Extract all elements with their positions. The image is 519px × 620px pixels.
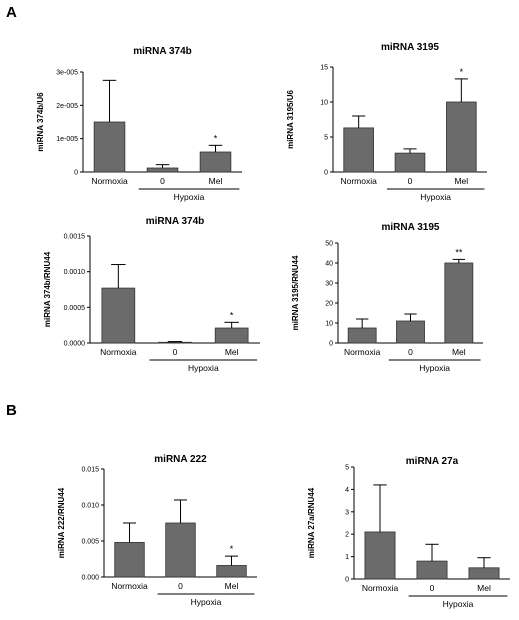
- x-tick-label: Normoxia: [340, 176, 377, 186]
- y-tick-label: 0.0000: [64, 341, 86, 348]
- chart-panel-5: miRNA 222 miRNA 222/RNU44 0.000 0.005 0.010 0…: [57, 454, 257, 607]
- y-tick-label: 0.015: [81, 467, 99, 474]
- significance-marker: **: [455, 247, 463, 257]
- bar: [146, 167, 179, 173]
- bar: [347, 327, 377, 344]
- chart-title: miRNA 27a: [406, 456, 459, 467]
- chart-title: miRNA 3195: [381, 42, 439, 53]
- bar: [343, 127, 374, 173]
- y-tick-label: 40: [325, 261, 333, 268]
- group-label: Hypoxia: [419, 363, 450, 373]
- y-tick-label: 0.0005: [64, 305, 86, 312]
- y-tick-label: 10: [320, 100, 328, 107]
- y-tick-label: 3: [345, 509, 349, 516]
- y-tick-label: 0.010: [81, 503, 99, 510]
- x-tick-label: 0: [160, 176, 165, 186]
- bar: [214, 327, 249, 344]
- bar: [364, 531, 396, 580]
- chart-panel-4: miRNA 3195 miRNA 3195/RNU44 0 10 20 30 40 50 Nor…: [291, 222, 483, 373]
- y-tick-label: 0.000: [81, 575, 99, 582]
- bar: [416, 560, 448, 580]
- bar: [216, 565, 247, 578]
- bar: [199, 151, 232, 173]
- y-tick-label: 0: [329, 341, 333, 348]
- x-tick-label: Normoxia: [91, 176, 128, 186]
- y-tick-label: 3e-005: [56, 70, 78, 77]
- group-label: Hypoxia: [420, 192, 451, 202]
- y-axis-label: miRNA 374b/RNU44: [43, 251, 52, 327]
- x-tick-label: Mel: [477, 583, 491, 593]
- x-tick-label: Normoxia: [111, 581, 148, 591]
- group-label: Hypoxia: [174, 192, 205, 202]
- x-tick-label: Mel: [225, 581, 239, 591]
- bar: [468, 567, 500, 580]
- bar: [396, 320, 425, 344]
- y-tick-label: 1: [345, 554, 349, 561]
- y-tick-label: 50: [325, 241, 333, 248]
- group-label: Hypoxia: [443, 599, 474, 609]
- bar: [158, 341, 192, 344]
- x-tick-label: Mel: [225, 347, 239, 357]
- bar: [101, 287, 136, 344]
- y-axis-label: miRNA 3195/RNU44: [291, 255, 300, 330]
- x-tick-label: 0: [408, 347, 413, 357]
- bar: [114, 542, 145, 578]
- y-tick-label: 10: [325, 321, 333, 328]
- y-tick-label: 2: [345, 532, 349, 539]
- y-axis-label: miRNA 27a/RNU44: [307, 487, 316, 558]
- y-axis-label: miRNA 3195/U6: [286, 90, 295, 149]
- y-tick-label: 1e-005: [56, 136, 78, 143]
- chart-panel-6: miRNA 27a miRNA 27a/RNU44 0 1 2 3 4 5 Normoxia 0 M…: [307, 456, 510, 609]
- x-tick-label: Normoxia: [362, 583, 399, 593]
- y-tick-label: 4: [345, 487, 349, 494]
- group-label: Hypoxia: [188, 363, 219, 373]
- y-tick-label: 0: [345, 577, 349, 584]
- x-tick-label: 0: [408, 176, 413, 186]
- x-tick-label: Normoxia: [344, 347, 381, 357]
- bar: [165, 522, 196, 578]
- significance-marker: *: [460, 67, 464, 77]
- chart-title: miRNA 222: [154, 454, 207, 465]
- chart-panel-1: miRNA 374b miRNA 374b/U6 0 1e-005 2e-005 3e-0…: [36, 46, 242, 202]
- x-tick-label: 0: [178, 581, 183, 591]
- panel-letter-b: B: [6, 402, 17, 419]
- chart-title: miRNA 374b: [133, 46, 192, 57]
- y-tick-label: 5: [324, 135, 328, 142]
- y-axis-label: miRNA 222/RNU44: [57, 487, 66, 558]
- significance-marker: *: [230, 310, 234, 320]
- significance-marker: *: [214, 133, 218, 143]
- bar: [444, 262, 474, 344]
- y-axis-label: miRNA 374b/U6: [36, 92, 45, 152]
- chart-title: miRNA 374b: [146, 216, 205, 227]
- bar: [446, 101, 477, 173]
- y-tick-label: 0.0010: [64, 269, 86, 276]
- y-tick-label: 0: [74, 170, 78, 177]
- y-tick-label: 0: [324, 170, 328, 177]
- y-tick-label: 15: [320, 65, 328, 72]
- bar: [394, 152, 426, 173]
- chart-panel-2: miRNA 3195 miRNA 3195/U6 0 5 10 15 Normoxia 0 * M…: [286, 42, 487, 202]
- chart-panel-3: miRNA 374b miRNA 374b/RNU44 0.0000 0.0005 0.…: [43, 216, 260, 373]
- y-tick-label: 0.0015: [64, 234, 86, 241]
- y-tick-label: 30: [325, 281, 333, 288]
- y-tick-label: 20: [325, 301, 333, 308]
- group-label: Hypoxia: [191, 597, 222, 607]
- x-tick-label: Normoxia: [100, 347, 137, 357]
- x-tick-label: Mel: [452, 347, 466, 357]
- x-tick-label: 0: [430, 583, 435, 593]
- x-tick-label: 0: [173, 347, 178, 357]
- significance-marker: *: [230, 544, 234, 554]
- x-tick-label: Mel: [454, 176, 468, 186]
- chart-title: miRNA 3195: [382, 222, 440, 233]
- y-tick-label: 0.005: [81, 539, 99, 546]
- x-tick-label: Mel: [209, 176, 223, 186]
- y-tick-label: 2e-005: [56, 103, 78, 110]
- y-tick-label: 5: [345, 465, 349, 472]
- panel-letter-a: A: [6, 4, 17, 21]
- bar: [93, 121, 126, 173]
